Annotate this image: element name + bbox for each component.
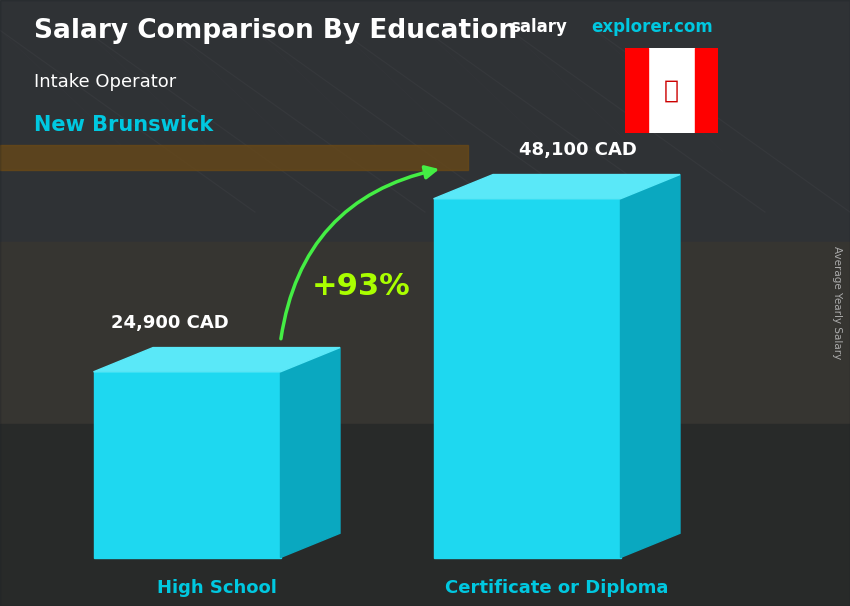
Bar [0,242,850,424]
Bar [0,424,850,606]
Text: salary: salary [510,18,567,36]
Polygon shape [280,348,340,558]
Text: +93%: +93% [312,273,411,301]
Bar [0,0,850,242]
Text: Certificate or Diploma: Certificate or Diploma [445,579,668,597]
Text: 🍁: 🍁 [664,79,679,103]
Bar [694,48,718,133]
Text: High School: High School [156,579,277,597]
Bar [434,199,620,558]
Text: New Brunswick: New Brunswick [34,115,213,135]
Text: 48,100 CAD: 48,100 CAD [519,141,637,159]
Bar [625,48,648,133]
Text: 24,900 CAD: 24,900 CAD [111,315,229,333]
Text: explorer.com: explorer.com [591,18,712,36]
Text: Intake Operator: Intake Operator [34,73,176,91]
Polygon shape [434,175,680,199]
Text: Average Yearly Salary: Average Yearly Salary [832,247,842,359]
Bar [0,145,468,170]
Polygon shape [94,348,340,372]
Text: Salary Comparison By Education: Salary Comparison By Education [34,18,517,44]
Polygon shape [620,175,680,558]
Bar [94,372,280,558]
